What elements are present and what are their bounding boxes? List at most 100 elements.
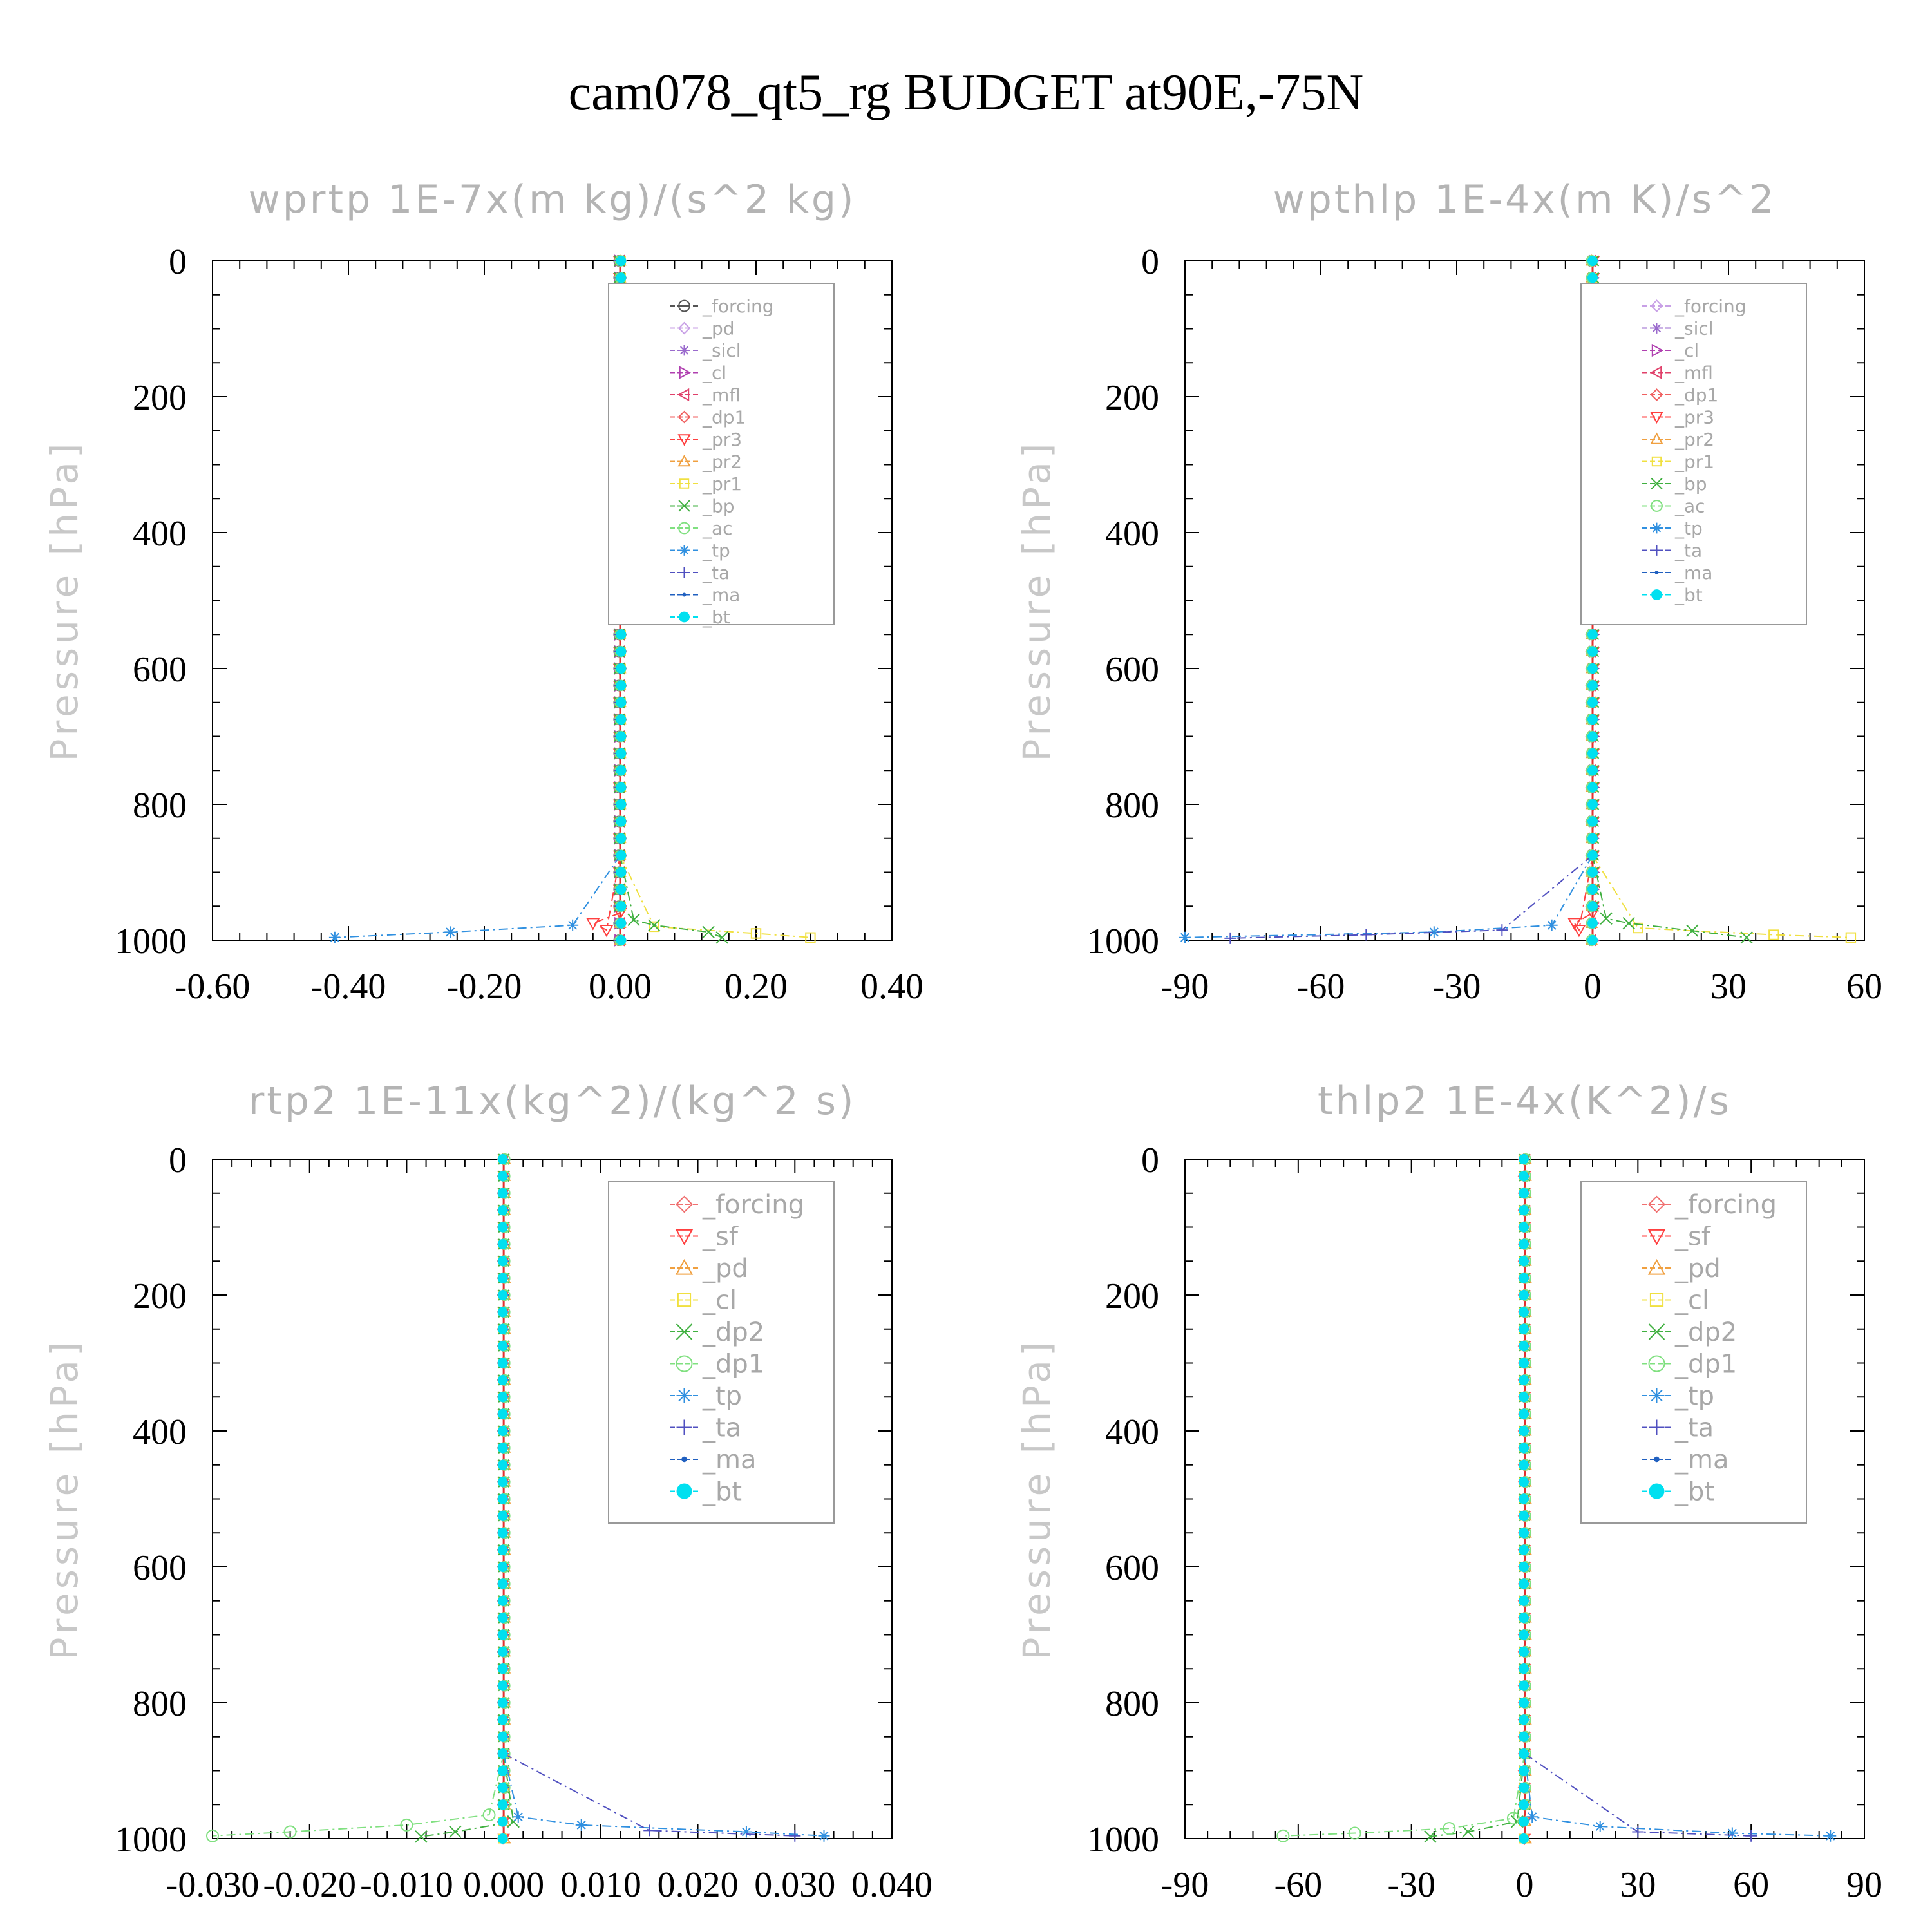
series-point bbox=[497, 1188, 508, 1198]
legend-marker bbox=[1651, 456, 1662, 467]
legend-entry: _sf bbox=[702, 1222, 739, 1252]
legend-marker bbox=[677, 455, 691, 467]
series-point bbox=[1519, 1510, 1529, 1521]
legend-entry: _ac bbox=[1674, 495, 1705, 516]
legend-marker bbox=[1651, 500, 1663, 512]
series-point bbox=[1519, 1323, 1529, 1334]
series-point bbox=[1519, 1205, 1529, 1216]
series-point bbox=[1594, 1821, 1606, 1833]
legend-marker bbox=[1649, 1483, 1665, 1499]
series-point bbox=[206, 1829, 219, 1842]
y-tick-label: 1000 bbox=[1087, 1820, 1159, 1860]
legend-marker bbox=[682, 592, 687, 597]
series-point bbox=[1587, 867, 1598, 878]
series-point bbox=[1546, 919, 1558, 931]
panel-title: rtp2 1E-11x(kg^2)/(kg^2 s) bbox=[249, 1079, 857, 1124]
series-point bbox=[497, 1629, 508, 1640]
y-axis-label: Pressure [hPa] bbox=[1015, 1338, 1059, 1660]
series-point bbox=[1519, 1222, 1529, 1233]
legend-marker bbox=[679, 567, 690, 578]
series-point bbox=[497, 1477, 508, 1488]
series-point bbox=[497, 1698, 508, 1708]
x-tick-label: 90 bbox=[1846, 1865, 1882, 1905]
legend-entry: _bt bbox=[702, 607, 730, 628]
x-tick-label: -0.030 bbox=[166, 1865, 260, 1905]
series-point bbox=[627, 913, 640, 927]
legend-entry: _pd bbox=[702, 1254, 748, 1283]
x-tick-label: 0.020 bbox=[658, 1865, 739, 1905]
series-point bbox=[1632, 1826, 1644, 1838]
series-point bbox=[1519, 1256, 1529, 1267]
series-point bbox=[1519, 1629, 1529, 1640]
x-tick-label: -0.60 bbox=[175, 967, 251, 1007]
legend-box bbox=[608, 1181, 835, 1524]
series-point bbox=[1587, 629, 1598, 640]
legend-marker bbox=[681, 1456, 687, 1463]
legend-entry: _ta bbox=[1674, 540, 1702, 561]
series-point bbox=[1519, 1443, 1529, 1454]
y-tick-label: 0 bbox=[169, 1141, 187, 1180]
series-point bbox=[1745, 1830, 1757, 1842]
legend-marker bbox=[1651, 477, 1663, 490]
legend-entry: _tp bbox=[702, 540, 730, 561]
series-line bbox=[503, 1753, 795, 1837]
series-point bbox=[740, 1826, 752, 1838]
series-point bbox=[649, 921, 659, 933]
legend-marker bbox=[676, 1355, 693, 1372]
legend-entry: _dp1 bbox=[1674, 384, 1718, 406]
series-point bbox=[1768, 929, 1779, 940]
series-point bbox=[1519, 1578, 1529, 1589]
series-point bbox=[1428, 926, 1440, 938]
series-point bbox=[1519, 1816, 1529, 1827]
x-tick-label: 0.030 bbox=[754, 1865, 835, 1905]
legend-marker bbox=[1651, 343, 1663, 357]
series-point bbox=[643, 1824, 656, 1837]
series-point bbox=[1600, 912, 1613, 925]
series-point bbox=[1587, 731, 1598, 742]
legend-box bbox=[1580, 283, 1807, 625]
series-point bbox=[616, 901, 627, 912]
series-point bbox=[1519, 1799, 1529, 1810]
series-point bbox=[497, 1358, 508, 1368]
series-point bbox=[497, 1443, 508, 1454]
legend-marker bbox=[677, 434, 691, 446]
legend-marker bbox=[678, 522, 690, 535]
series-point bbox=[616, 833, 627, 844]
series-point bbox=[818, 1830, 830, 1842]
series-point bbox=[616, 663, 627, 674]
series-point bbox=[497, 1663, 508, 1674]
legend-entry: _ta bbox=[1674, 1414, 1714, 1443]
y-tick-label: 1000 bbox=[115, 922, 187, 961]
series-point bbox=[497, 1205, 508, 1216]
legend-marker bbox=[1648, 1323, 1665, 1340]
x-tick-label: 0.000 bbox=[463, 1865, 544, 1905]
series-point bbox=[497, 1799, 508, 1810]
legend-entry: _mfl bbox=[1674, 362, 1713, 383]
legend-marker bbox=[679, 366, 691, 379]
series-point bbox=[512, 1811, 524, 1823]
legend-marker bbox=[1650, 412, 1663, 424]
series-point bbox=[400, 1818, 413, 1832]
y-tick-label: 400 bbox=[133, 1412, 187, 1452]
series-point bbox=[616, 731, 627, 742]
series-point bbox=[1587, 935, 1598, 945]
series-point bbox=[1360, 929, 1372, 941]
legend-marker bbox=[1650, 366, 1662, 379]
legend-entry: _dp1 bbox=[702, 1350, 764, 1379]
series-point bbox=[616, 799, 627, 810]
y-tick-label: 400 bbox=[1105, 514, 1159, 554]
x-tick-label: 0 bbox=[1584, 967, 1602, 1007]
legend-entry: _cl bbox=[1674, 1286, 1709, 1316]
series-point bbox=[715, 931, 728, 944]
series-point bbox=[1587, 663, 1598, 674]
y-tick-label: 0 bbox=[169, 242, 187, 282]
legend-entry: _bp bbox=[702, 495, 735, 516]
series-point bbox=[1519, 1238, 1529, 1249]
series-point bbox=[616, 646, 627, 657]
legend-marker bbox=[677, 1293, 692, 1307]
legend-entry: _sicl bbox=[702, 340, 741, 361]
legend-entry: _forcing bbox=[702, 1190, 804, 1220]
x-tick-label: -90 bbox=[1161, 1865, 1209, 1905]
series-point bbox=[586, 918, 600, 931]
series-point bbox=[1519, 1341, 1529, 1352]
